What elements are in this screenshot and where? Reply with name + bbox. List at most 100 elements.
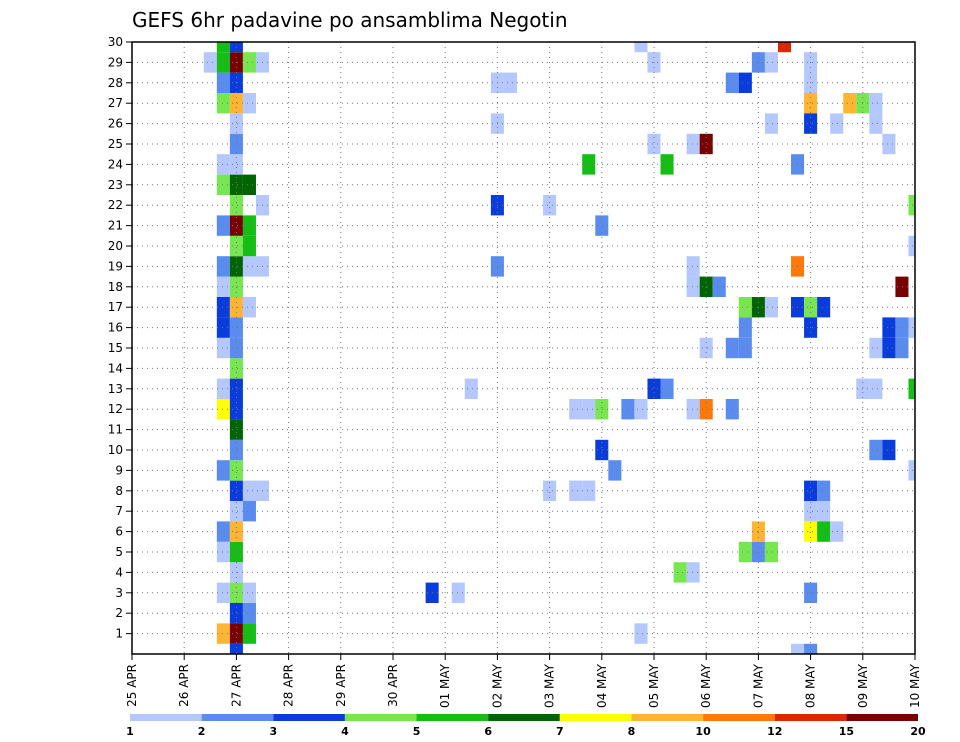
x-tick-label: 25 APR [125,664,139,707]
legend-label: 1 [126,725,134,738]
heatmap-cell [647,133,661,155]
legend-label: 15 [839,725,854,738]
heatmap-cell [242,603,256,624]
heatmap-cell [634,399,648,420]
heatmap-cell [712,276,726,297]
y-tick-label: 7 [115,504,123,518]
heatmap-cell [242,582,256,603]
heatmap-cell [882,317,896,338]
heatmap-cell [869,337,883,359]
heatmap-cell [229,460,243,481]
heatmap-cell [869,113,883,134]
x-axis: 25 APR 26 APR 27 APR 28 APR 29 APR 30 APR 01 M… [125,654,922,708]
legend-swatch [631,714,704,721]
heatmap-cell [804,521,818,542]
heatmap-cell [908,235,915,257]
heatmap-cell [229,215,243,236]
heatmap-cell [908,195,915,216]
heatmap-cell [216,337,230,359]
heatmap-cell [242,623,256,644]
heatmap-cell [216,72,230,93]
heatmap-cell [686,133,700,155]
heatmap-cell [830,113,844,134]
heatmap-cell [582,480,596,501]
heatmap-cell [908,317,915,338]
heatmap-cell [869,439,883,461]
heatmap-cell [634,623,648,644]
heatmap-cell [242,480,256,501]
heatmap-cell [804,113,818,134]
heatmap-cell [843,93,857,114]
x-tick-label: 09 MAY [856,663,870,708]
heatmap-cell [582,154,596,175]
heatmap-cell [503,72,517,93]
heatmap-cell [229,439,243,461]
y-tick-label: 20 [108,239,123,253]
y-tick-label: 3 [115,586,123,600]
heatmap-cell [908,378,915,399]
y-tick-label: 8 [115,484,123,498]
heatmap-cell [595,399,609,420]
y-tick-label: 27 [108,96,123,110]
heatmap-cell [216,93,230,114]
heatmap-cell [882,337,896,359]
legend-swatch [201,714,274,721]
heatmap-cell [242,501,256,522]
y-tick-label: 5 [115,545,123,559]
legend-label: 3 [269,725,277,738]
y-tick-label: 23 [108,178,123,192]
cells-layer [203,42,915,654]
heatmap-cell [895,317,909,338]
y-tick-label: 21 [108,219,123,233]
x-tick-label: 10 MAY [908,663,922,708]
heatmap-cell [543,480,557,501]
heatmap-cell [216,215,230,236]
heatmap-cell [882,133,896,155]
heatmap-cell [242,93,256,114]
heatmap-cell [216,276,230,297]
heatmap-cell [464,378,478,399]
y-tick-label: 16 [108,321,123,335]
heatmap-cell [738,72,752,93]
y-tick-label: 13 [108,382,123,396]
legend-swatch [344,714,417,721]
legend-label: 6 [484,725,492,738]
heatmap-cell [764,297,778,318]
heatmap-cell [673,562,687,583]
heatmap-cell [229,358,243,379]
heatmap-cell [738,297,752,318]
x-tick-label: 27 APR [229,664,243,707]
heatmap-cell [216,582,230,603]
y-tick-label: 19 [108,259,123,273]
heatmap-cell [229,378,243,399]
heatmap-cell [764,113,778,134]
heatmap-cell [595,215,609,236]
legend-swatch [774,714,847,721]
color-legend: 1 2 3 4 5 6 7 8 10 12 15 20 [126,714,926,738]
legend-swatch [488,714,560,721]
chart-title: GEFS 6hr padavine po ansamblima Negotin [132,8,568,32]
heatmap-cell [229,256,243,277]
heatmap-cell [216,541,230,563]
heatmap-cell [738,541,752,563]
heatmap-cell [686,256,700,277]
heatmap-cell [242,256,256,277]
x-tick-label: 07 MAY [751,663,765,708]
heatmap-cell [242,297,256,318]
x-tick-label: 30 APR [386,664,400,707]
heatmap-cell [608,460,622,481]
heatmap-cell [216,42,230,53]
heatmap-cell [229,643,243,654]
x-tick-label: 28 APR [282,664,296,707]
legend-label: 10 [695,725,711,738]
x-tick-label: 01 MAY [438,663,452,708]
heatmap-cell [595,439,609,461]
heatmap-cell [543,195,557,216]
heatmap-cell [882,439,896,461]
heatmap-cell [817,521,831,542]
heatmap-cell [764,541,778,563]
heatmap-cell [229,154,243,175]
heatmap-cell [229,521,243,542]
x-tick-label: 08 MAY [804,663,818,708]
